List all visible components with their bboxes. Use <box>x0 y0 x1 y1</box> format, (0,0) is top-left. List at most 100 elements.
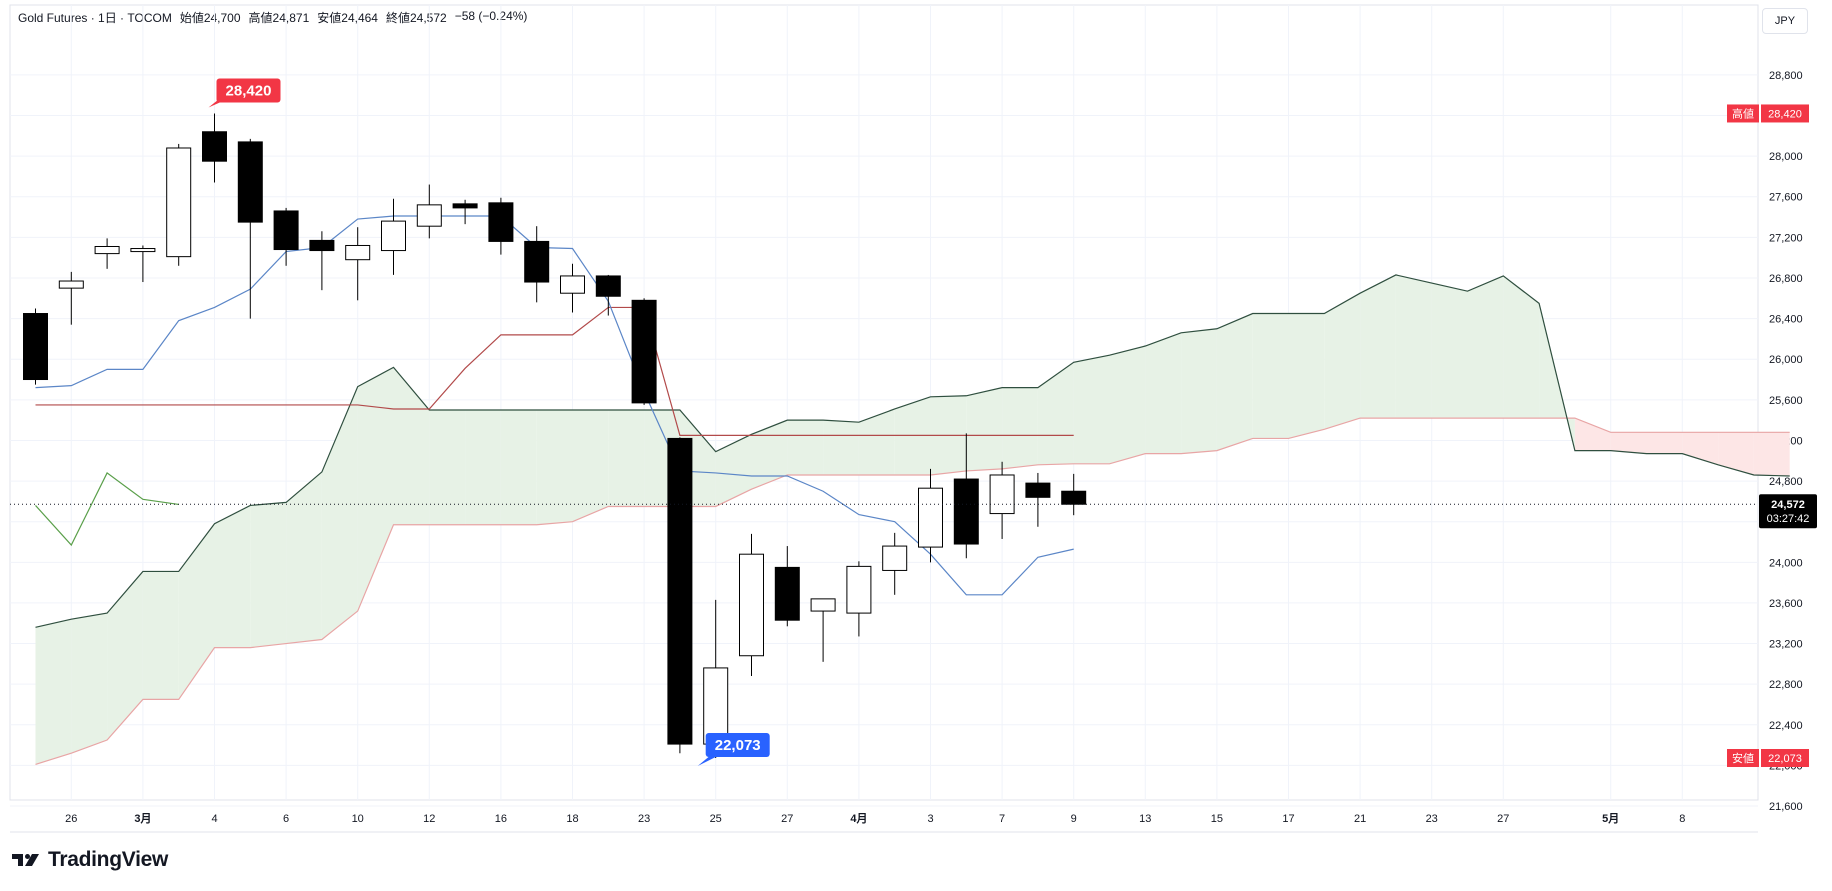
cloud-bullish-segment <box>250 502 287 648</box>
cloud-bearish-segment <box>1610 432 1647 454</box>
candle-down[interactable] <box>524 240 550 283</box>
candle-down[interactable] <box>273 210 299 251</box>
candle-up[interactable] <box>345 244 371 261</box>
candle-up[interactable] <box>846 565 872 614</box>
cloud-bullish-segment <box>71 613 108 754</box>
y-tick-label: 27,600 <box>1769 192 1803 204</box>
symbol-title[interactable]: Gold Futures · 1日 · TOCOM <box>18 11 172 25</box>
candle-down[interactable] <box>953 478 979 545</box>
candle-up[interactable] <box>703 667 729 745</box>
y-tick-label: 21,600 <box>1769 801 1803 813</box>
y-tick-label: 26,400 <box>1769 314 1803 326</box>
candle-up[interactable] <box>989 474 1015 515</box>
candle-up[interactable] <box>381 220 406 252</box>
cloud-bullish-segment <box>286 471 322 644</box>
cloud-bullish-segment <box>465 409 501 525</box>
cloud-bullish-segment <box>751 420 788 490</box>
cloud-bullish-segment <box>823 420 859 475</box>
currency-button[interactable]: JPY <box>1762 8 1808 34</box>
y-tick-label: 28,800 <box>1769 70 1803 82</box>
x-tick-label: 7 <box>999 813 1005 825</box>
candle-down[interactable] <box>667 437 693 745</box>
tradingview-logo-icon <box>12 854 39 866</box>
y-tick-label: 26,800 <box>1769 273 1803 285</box>
cloud-bullish-segment <box>787 420 824 475</box>
x-tick-label: 4 <box>211 813 217 825</box>
x-tick-label: 8 <box>1679 813 1685 825</box>
x-tick-label: 4月 <box>850 812 867 825</box>
cloud-bullish-segment <box>1252 313 1289 439</box>
cloud-bullish-segment <box>1073 355 1110 464</box>
axis-low-value: 22,073 <box>1768 753 1802 765</box>
cloud-bullish-segment <box>1181 328 1217 454</box>
cloud-bullish-segment <box>214 505 251 648</box>
x-tick-label: 23 <box>1426 813 1438 825</box>
tradingview-logo[interactable]: TradingView <box>12 848 168 872</box>
x-tick-label: 6 <box>283 813 289 825</box>
y-tick-label: 23,200 <box>1769 639 1803 651</box>
x-tick-label: 3 <box>927 813 933 825</box>
x-tick-label: 27 <box>1497 813 1509 825</box>
candle-up[interactable] <box>94 245 120 255</box>
senkou-span-b-line <box>35 417 1790 765</box>
candle-down[interactable] <box>23 313 48 381</box>
candle-down[interactable] <box>595 275 621 297</box>
candle-up[interactable] <box>560 275 585 294</box>
plot-border <box>9 4 1759 801</box>
cloud-bullish-segment <box>321 386 358 640</box>
x-tick-label: 10 <box>352 813 364 825</box>
cloud-bullish-segment <box>107 571 143 741</box>
candle-up[interactable] <box>58 280 84 289</box>
cloud-bullish-segment <box>1467 275 1504 419</box>
x-tick-label: 16 <box>495 813 507 825</box>
y-tick-label: 23,600 <box>1769 598 1803 610</box>
y-tick-label: 22,800 <box>1769 679 1803 691</box>
cloud-bearish-segment <box>1682 432 1719 465</box>
cloud-bullish-segment <box>1395 274 1432 419</box>
candle-up[interactable] <box>739 553 764 657</box>
candle-up[interactable] <box>130 248 156 253</box>
cloud-bullish-segment <box>1431 283 1468 419</box>
x-tick-label: 26 <box>65 813 77 825</box>
x-tick-label: 5月 <box>1602 812 1619 825</box>
low-marker-box <box>705 733 770 758</box>
candle-down[interactable] <box>237 141 263 223</box>
x-tick-label: 13 <box>1139 813 1151 825</box>
cloud-bullish-segment <box>142 571 179 700</box>
candle-up[interactable] <box>810 598 836 612</box>
candle-down[interactable] <box>631 299 657 404</box>
candle-down[interactable] <box>309 239 335 252</box>
cloud-bullish-segment <box>858 408 895 475</box>
candle-down[interactable] <box>1025 482 1051 498</box>
x-tick-label: 18 <box>566 813 578 825</box>
x-tick-label: 25 <box>710 813 722 825</box>
cloud-bullish-segment <box>608 409 645 507</box>
x-tick-label: 3月 <box>134 812 151 825</box>
ohlc-low: 安値24,464 <box>317 11 378 25</box>
candle-up[interactable] <box>416 204 442 227</box>
candle-down[interactable] <box>202 131 227 162</box>
axis-low-tag: 安値 <box>1732 751 1754 765</box>
cloud-bullish-segment <box>35 619 72 765</box>
cloud-bullish-segment <box>1503 275 1540 419</box>
candle-down[interactable] <box>774 566 800 621</box>
low-marker-pointer <box>697 756 718 767</box>
x-tick-label: 23 <box>638 813 650 825</box>
candle-down[interactable] <box>452 203 478 209</box>
cloud-bullish-segment <box>429 409 466 525</box>
candle-up[interactable] <box>166 147 192 258</box>
x-tick-label: 27 <box>781 813 793 825</box>
cloud-bullish-segment <box>1216 313 1253 451</box>
candle-down[interactable] <box>488 202 514 242</box>
cloud-bullish-segment <box>572 409 609 522</box>
cloud-bullish-segment <box>1109 346 1146 464</box>
cloud-bearish-segment <box>1574 418 1611 451</box>
candle-up[interactable] <box>918 487 943 548</box>
candle-down[interactable] <box>1061 490 1087 505</box>
cloud-bullish-segment <box>1037 362 1074 465</box>
x-tick-label: 17 <box>1282 813 1294 825</box>
candle-up[interactable] <box>882 545 908 571</box>
cloud-bullish-segment <box>1002 387 1038 469</box>
cloud-bullish-segment <box>1324 293 1361 430</box>
